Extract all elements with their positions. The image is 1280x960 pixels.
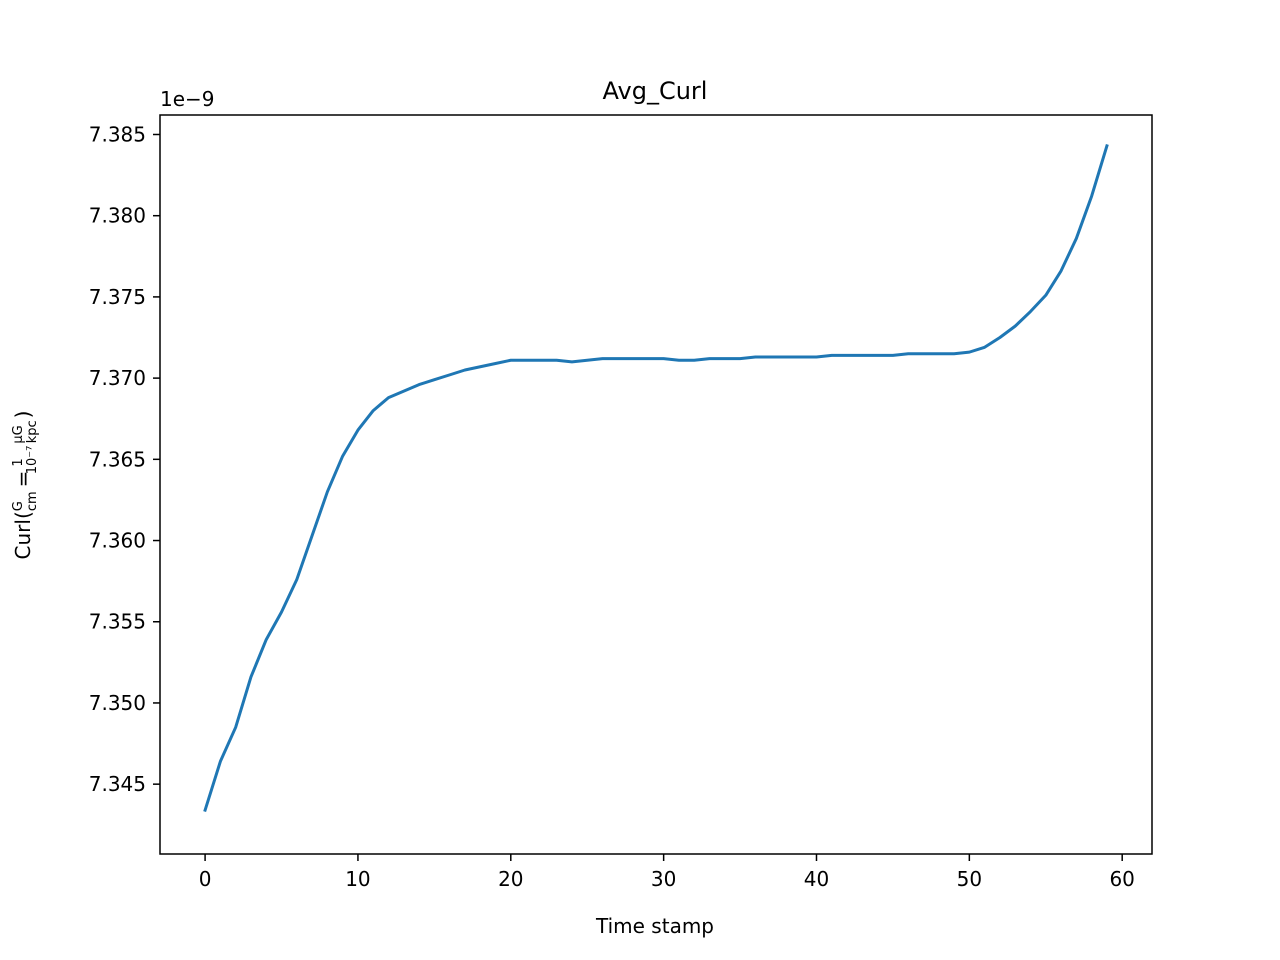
plot-area: 0 10 20 30 40 50 60 7.345 7.350 7.355 7.360 7.365 7.… (89, 114, 1153, 891)
x-tick-label: 60 (1109, 867, 1134, 891)
y-tick-label: 7.360 (89, 529, 146, 553)
y-tick-label: 7.365 (89, 447, 146, 471)
y-tick-label: 7.355 (89, 610, 146, 634)
x-axis-label: Time stamp (595, 914, 714, 938)
y-axis-label-frac1-num: G (11, 501, 26, 511)
y-axis-label-frac2-num: 1 (11, 458, 26, 466)
y-tick-label: 7.375 (89, 285, 146, 309)
series-line-0 (203, 143, 1109, 813)
y-tick-label: 7.350 (89, 691, 146, 715)
x-tick-label: 20 (498, 867, 523, 891)
x-tick-label: 30 (651, 867, 676, 891)
chart-title: Avg_Curl (603, 77, 708, 105)
y-axis-label-equals: = (11, 471, 35, 488)
y-offset-label: 1e−9 (160, 87, 215, 111)
y-axis-label-frac3-num: μG (11, 425, 26, 443)
x-tick-label: 50 (957, 867, 982, 891)
y-tick-label: 7.385 (89, 122, 146, 146)
y-tick-label: 7.380 (89, 204, 146, 228)
x-tick-label: 40 (804, 867, 829, 891)
x-tick-label: 0 (199, 867, 212, 891)
y-tick-label: 7.345 (89, 772, 146, 796)
y-axis-label-frac2-den: 10⁻⁷ (25, 446, 40, 475)
x-tick-label: 10 (345, 867, 370, 891)
y-axis-label-suffix: ) (11, 411, 35, 419)
y-axis-label-frac3-den: kpc (25, 420, 40, 443)
y-tick-label: 7.370 (89, 366, 146, 390)
y-axis-label-prefix: Curl( (11, 511, 35, 559)
svg-text:Curl(Gcm=110⁻⁷μGkpc): Curl(Gcm = 110⁻⁷ μGkpc) (11, 411, 40, 560)
plot-frame (159, 114, 1153, 855)
y-axis-label-frac1-den: cm (25, 491, 40, 511)
y-axis-label: Curl(Gcm = 110⁻⁷ μGkpc) (11, 411, 40, 560)
